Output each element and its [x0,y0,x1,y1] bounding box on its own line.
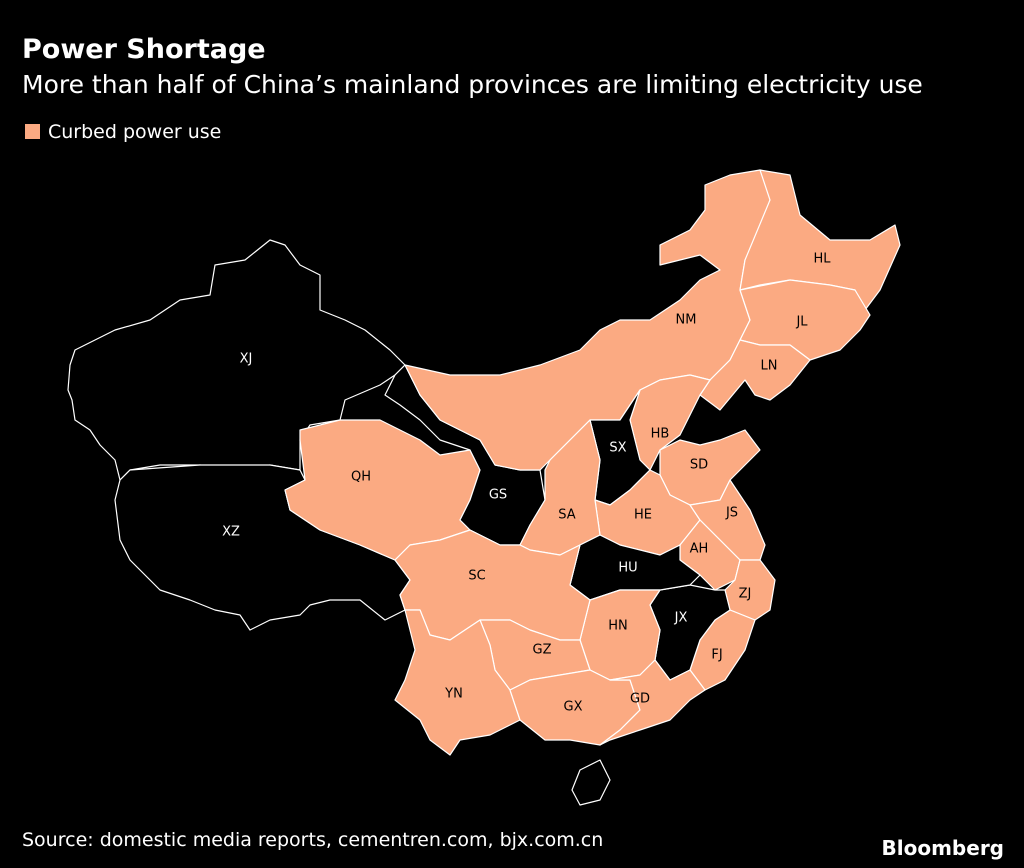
province-shape [599,659,706,746]
province-label: HN [608,619,628,634]
province-label: HE [634,508,652,523]
province-label: FJ [711,648,722,663]
province-label: JX [674,611,688,626]
source-note: Source: domestic media reports, cementre… [22,829,603,851]
province-label: SX [609,441,626,456]
province-label: YN [444,687,463,702]
title: Power Shortage [22,34,266,65]
province-label: JS [725,506,738,521]
province-label: QH [351,470,371,485]
province-label: XZ [222,525,240,540]
province-label: GD [630,692,650,707]
legend-label: Curbed power use [48,121,221,143]
legend-swatch [25,124,40,139]
province-labels: XJ XZ QH GS NM HL JL LN HB SX SD HE SA J… [222,252,831,715]
province-label: SA [558,508,575,523]
province-label: LN [761,359,778,374]
province-label: GX [564,700,583,715]
province-label: HL [813,252,831,267]
provinces [67,169,901,806]
province-label: AH [690,542,709,557]
island-outline [571,759,611,806]
subtitle: More than half of China’s mainland provi… [22,70,923,99]
province-label: GS [489,488,507,503]
province-label: XJ [240,352,253,367]
province-label: HB [651,427,670,442]
province-label: HU [618,561,637,576]
province-label: SD [690,458,708,473]
province-label: SC [468,569,485,584]
province-shape [114,464,411,631]
brand: Bloomberg [882,836,1004,860]
province-label: GZ [533,643,552,658]
province-shape [67,239,406,481]
province-label: NM [676,313,697,328]
province-label: ZJ [739,587,752,602]
province-label: JL [795,315,808,330]
province-shape [394,609,521,756]
